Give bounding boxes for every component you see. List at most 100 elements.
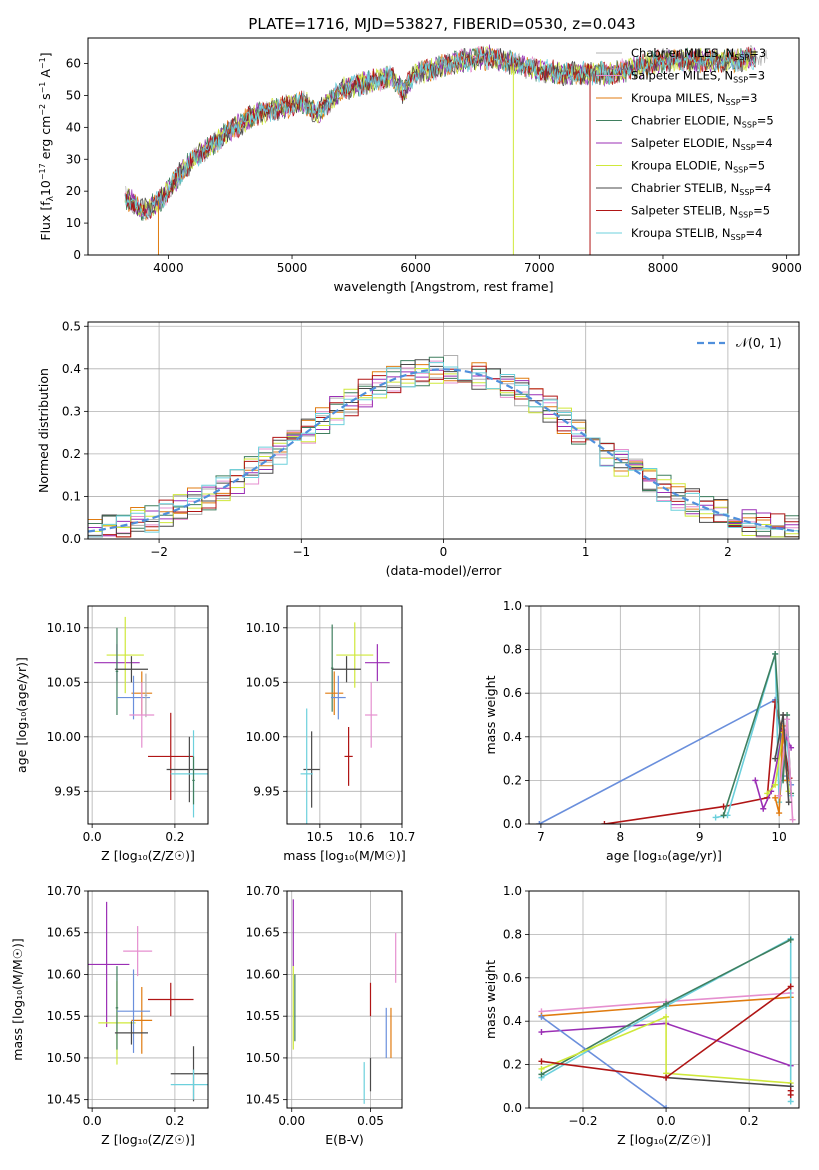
- y-tick-label: 0.4: [503, 1014, 522, 1028]
- histogram-salpeter-miles: [88, 360, 799, 538]
- y-tick-label: 0.0: [503, 817, 522, 831]
- plot-area: [88, 355, 799, 538]
- legend-label-tail: =3: [748, 69, 765, 83]
- x-tick-label: 8: [617, 830, 625, 844]
- legend-label-tail: =4: [756, 136, 773, 150]
- y-tick-label: 10.05: [246, 675, 280, 689]
- age-vs-metallicity-panel: 0.0 0.2 9.95 10.00 10.05 10.10 Z [log₁₀(Z/Z☉)]…: [14, 605, 209, 863]
- y-tick-label: 0.6: [503, 686, 522, 700]
- weight-marker: [789, 816, 796, 823]
- y-axis-label-part: erg cm: [38, 116, 53, 164]
- legend-label-main: Kroupa MILES, N: [631, 91, 726, 105]
- y-tick-label: 10.10: [47, 621, 81, 635]
- age-vs-mass-panel: 10.5 10.6 10.7 9.95 10.00 10.05 10.10 mass [log…: [246, 605, 416, 863]
- weight-marker: [784, 716, 791, 723]
- y-tick-label: 0.3: [62, 404, 81, 418]
- y-axis-label-part: A: [38, 69, 53, 82]
- plot-area: [124, 44, 768, 255]
- x-tick-label: 9000: [771, 261, 802, 275]
- x-tick-label: 0.05: [357, 1114, 384, 1128]
- x-tick-label: 0.2: [740, 1114, 759, 1128]
- y-tick-label: 10.45: [246, 1093, 280, 1107]
- legend-label-tail: =5: [757, 114, 774, 128]
- x-tick-label: −2: [150, 545, 168, 559]
- axes-frame: [286, 890, 403, 1109]
- legend-label-tail: =5: [753, 204, 770, 218]
- legend-label: Salpeter STELIB, NSSP=5: [631, 204, 770, 220]
- weight-marker: [760, 805, 767, 812]
- x-axis-label: Z [log₁₀(Z/Z☉)]: [101, 1132, 195, 1147]
- y-tick-label: 60: [66, 57, 81, 71]
- weight-marker: [772, 794, 779, 801]
- x-tick-label: 0.0: [83, 830, 102, 844]
- spectrum-line-kroupa-stelib: [124, 47, 757, 219]
- figure-title: PLATE=1716, MJD=53827, FIBERID=0530, z=0…: [248, 15, 635, 33]
- legend-label: Chabrier STELIB, NSSP=4: [631, 181, 771, 197]
- y-tick-label: 9.95: [253, 784, 280, 798]
- y-tick-label: 0.8: [503, 643, 522, 657]
- legend-label: Kroupa MILES, NSSP=3: [631, 91, 757, 107]
- y-axis-label-part: s: [38, 93, 53, 104]
- y-tick-label: 0.4: [62, 362, 81, 376]
- weight-marker: [538, 1013, 545, 1020]
- x-tick-label: 0.2: [165, 830, 184, 844]
- legend-label-main: Chabrier ELODIE, N: [631, 114, 742, 128]
- weight-marker: [772, 650, 779, 657]
- weight-line-chabrier-stelib: [666, 1076, 791, 1088]
- x-axis-label: Z [log₁₀(Z/Z☉)]: [617, 1132, 711, 1147]
- spectrum-line-kroupa-miles: [124, 47, 757, 221]
- axes-frame: [528, 605, 800, 825]
- residual-histogram-panel: −2 −1 0 1 2 0.0 0.1 0.2 0.3 0.4 0.5 (data-model)/er…: [36, 319, 800, 578]
- weight-marker: [663, 1000, 670, 1007]
- y-tick-label: 0: [73, 248, 81, 262]
- weight-line-blue-line: [538, 698, 792, 824]
- weight-line-blue-line: [541, 1016, 667, 1108]
- legend-label-tail: =3: [741, 91, 758, 105]
- x-tick-label: 4000: [153, 261, 184, 275]
- y-tick-label: 10.65: [246, 926, 280, 940]
- y-tick-label: 10.65: [47, 926, 81, 940]
- y-tick-label: 10.10: [246, 621, 280, 635]
- x-tick-label: 10.7: [389, 830, 416, 844]
- weight-marker: [663, 1074, 670, 1081]
- x-tick-label: 9: [696, 830, 704, 844]
- y-tick-label: 0.6: [503, 971, 522, 985]
- x-axis-label: wavelength [Angstrom, rest frame]: [333, 279, 553, 294]
- y-tick-label: 0.0: [62, 532, 81, 546]
- y-tick-label: 0.0: [503, 1101, 522, 1115]
- x-tick-label: 10: [772, 830, 787, 844]
- y-axis-label: mass [log₁₀(M/M☉)]: [10, 938, 25, 1060]
- weight-marker: [538, 1071, 545, 1078]
- weight-marker: [663, 1105, 670, 1108]
- x-tick-label: 1: [582, 545, 590, 559]
- x-tick-label: 2: [724, 545, 732, 559]
- axes-frame: [87, 890, 209, 1109]
- weight-marker: [787, 936, 794, 943]
- y-tick-label: 0.4: [503, 730, 522, 744]
- legend-label-tail: =5: [748, 159, 765, 173]
- legend-label-sub: SSP: [731, 233, 746, 242]
- y-tick-label: 50: [66, 88, 81, 102]
- y-tick-label: 10.60: [47, 967, 81, 981]
- weight-marker: [780, 712, 787, 718]
- y-tick-label: 30: [66, 152, 81, 166]
- plot-area: [538, 935, 794, 1108]
- y-tick-label: 10.50: [246, 1051, 280, 1065]
- weight-marker: [776, 810, 783, 817]
- x-tick-label: 0.0: [83, 1114, 102, 1128]
- x-axis-label: Z [log₁₀(Z/Z☉)]: [101, 848, 195, 863]
- y-tick-label: 9.95: [54, 784, 81, 798]
- spectrum-line-chabrier-stelib: [124, 47, 757, 218]
- weight-vs-age-panel: 7 8 9 10 0.0 0.2 0.4 0.6 0.8 1.0 age [log₁₀(age/yr…: [483, 599, 800, 863]
- legend-label-tail: =3: [749, 46, 766, 60]
- x-tick-label: 0: [440, 545, 448, 559]
- weight-marker: [538, 1065, 545, 1072]
- weight-marker: [787, 1098, 794, 1105]
- weight-marker: [536, 821, 543, 824]
- y-tick-label: 10.45: [47, 1093, 81, 1107]
- weight-marker: [785, 799, 792, 806]
- y-axis-label-part: −1: [38, 82, 47, 94]
- x-tick-label: 0.2: [165, 1114, 184, 1128]
